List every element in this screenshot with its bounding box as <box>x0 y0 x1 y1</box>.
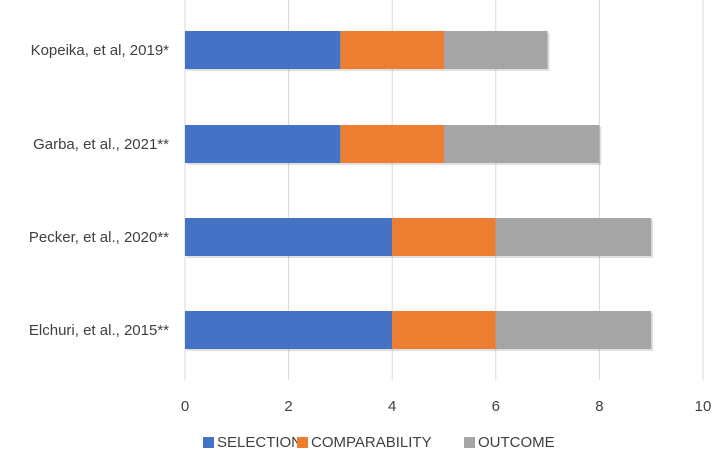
bar-outcome-1 <box>444 125 600 163</box>
bar-comparability-0 <box>340 31 444 69</box>
x-tick-label: 10 <box>695 398 712 415</box>
x-tick-label: 2 <box>284 398 292 415</box>
legend-label-outcome: OUTCOME <box>478 434 555 451</box>
x-axis-ticks: 0 2 4 6 8 10 <box>181 398 712 415</box>
legend: SELECTION COMPARABILITY OUTCOME <box>203 434 555 451</box>
category-labels: Kopeika, et al, 2019* Garba, et al., 2021… <box>29 42 169 339</box>
x-tick-label: 8 <box>595 398 603 415</box>
legend-label-selection: SELECTION <box>217 434 302 451</box>
legend-swatch-comparability <box>297 437 308 448</box>
legend-label-comparability: COMPARABILITY <box>311 434 432 451</box>
legend-swatch-selection <box>203 437 214 448</box>
category-label: Pecker, et al., 2020** <box>29 229 169 246</box>
category-label: Elchuri, et al., 2015** <box>29 322 169 339</box>
bars <box>185 31 654 351</box>
category-label: Garba, et al., 2021** <box>33 136 169 153</box>
bar-selection-3 <box>185 311 393 349</box>
bar-selection-2 <box>185 218 393 256</box>
legend-swatch-outcome <box>464 437 475 448</box>
bar-comparability-1 <box>340 125 444 163</box>
bar-selection-0 <box>185 31 341 69</box>
bar-outcome-0 <box>444 31 548 69</box>
bar-comparability-3 <box>392 311 496 349</box>
category-label: Kopeika, et al, 2019* <box>31 42 170 59</box>
x-tick-label: 4 <box>388 398 396 415</box>
bar-outcome-3 <box>495 311 652 349</box>
x-tick-label: 0 <box>181 398 189 415</box>
x-tick-label: 6 <box>492 398 500 415</box>
bar-outcome-2 <box>495 218 652 256</box>
bar-selection-1 <box>185 125 341 163</box>
bar-comparability-2 <box>392 218 496 256</box>
